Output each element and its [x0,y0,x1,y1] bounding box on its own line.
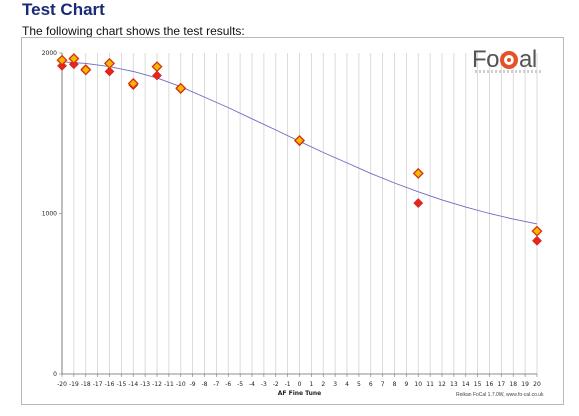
data-point-orange [412,167,424,179]
x-tick-label: -20 [57,381,67,388]
credit-text: Reikan FoCal 1.7.0W, www.fo-cal.co.uk [456,392,544,398]
y-tick-label: 2000 [42,50,57,57]
x-tick-label: 19 [521,381,529,388]
x-tick-label: 7 [381,381,385,388]
logo-text-right: al [519,46,537,73]
logo-ring-icon [500,51,519,69]
x-tick-label: 10 [414,381,422,388]
x-tick-label: -2 [273,381,279,388]
data-point-orange [103,57,116,69]
x-tick-label: 3 [333,381,337,388]
x-tick-label: 18 [509,381,517,388]
logo-text-left: Fo [472,46,500,73]
x-tick-label: -14 [128,381,138,388]
data-point-orange [175,82,187,94]
data-point-red [532,235,542,246]
x-tick-label: 15 [474,381,482,388]
x-tick-label: 11 [426,381,434,388]
data-point-orange [531,225,543,237]
x-tick-label: -17 [93,381,103,388]
chart-axes [59,52,538,377]
x-tick-label: -8 [202,381,208,388]
chart-frame [21,37,564,405]
y-tick-label: 0 [53,371,57,378]
x-tick-label: -12 [152,381,162,388]
focal-logo: Fo al [472,46,537,74]
x-tick-label: 0 [298,381,302,388]
x-tick-label: 4 [345,381,349,388]
x-tick-label: 5 [357,381,361,388]
x-tick-label: -1 [285,381,291,388]
x-tick-label: -9 [190,381,196,388]
x-tick-label: -19 [69,381,79,388]
data-points-layer [56,53,543,246]
x-tick-label: -15 [116,381,126,388]
data-point-orange [127,77,139,90]
x-tick-label: -6 [225,381,231,388]
x-tick-label: -4 [249,381,255,388]
x-tick-label: -10 [176,381,186,388]
x-tick-label: 17 [498,381,506,388]
x-tick-label: 12 [438,381,446,388]
intro-text: The following chart shows the test resul… [22,24,245,38]
x-tick-label: 9 [404,381,408,388]
x-tick-label: -13 [140,381,150,388]
x-tick-label: 6 [369,381,373,388]
x-tick-label: 14 [462,381,470,388]
data-point-red [413,198,424,209]
data-point-orange [80,64,92,76]
x-tick-label: 1 [309,381,313,388]
x-tick-label: -16 [105,381,115,388]
x-tick-label: -5 [237,381,243,388]
x-tick-label: -3 [261,381,267,388]
data-point-red [104,66,115,77]
tick-labels-layer: -20 -19 -18 -17 -16 -15 -14 -13 -12 -11 -10 -9 -8 -7-… [42,50,541,397]
data-point-orange [293,134,306,146]
x-tick-label: -18 [81,381,91,388]
data-point-orange [56,54,68,66]
x-tick-label: 16 [486,381,494,388]
data-point-orange [151,61,163,73]
x-tick-label: -11 [164,381,174,388]
x-tick-label: 8 [393,381,397,388]
y-tick-label: 1000 [42,211,57,218]
data-point-orange [68,53,80,65]
grid-lines [61,53,538,374]
x-axis-title: AF Fine Tune [278,390,321,397]
x-tick-label: 20 [533,381,541,388]
data-point-red [57,60,67,71]
x-tick-label: 2 [321,381,325,388]
page-title: Test Chart [22,0,105,19]
x-tick-label: -7 [213,381,219,388]
logo-underline [475,70,543,73]
x-tick-label: 13 [450,381,458,388]
data-point-red [152,70,162,81]
data-point-red [68,59,79,70]
